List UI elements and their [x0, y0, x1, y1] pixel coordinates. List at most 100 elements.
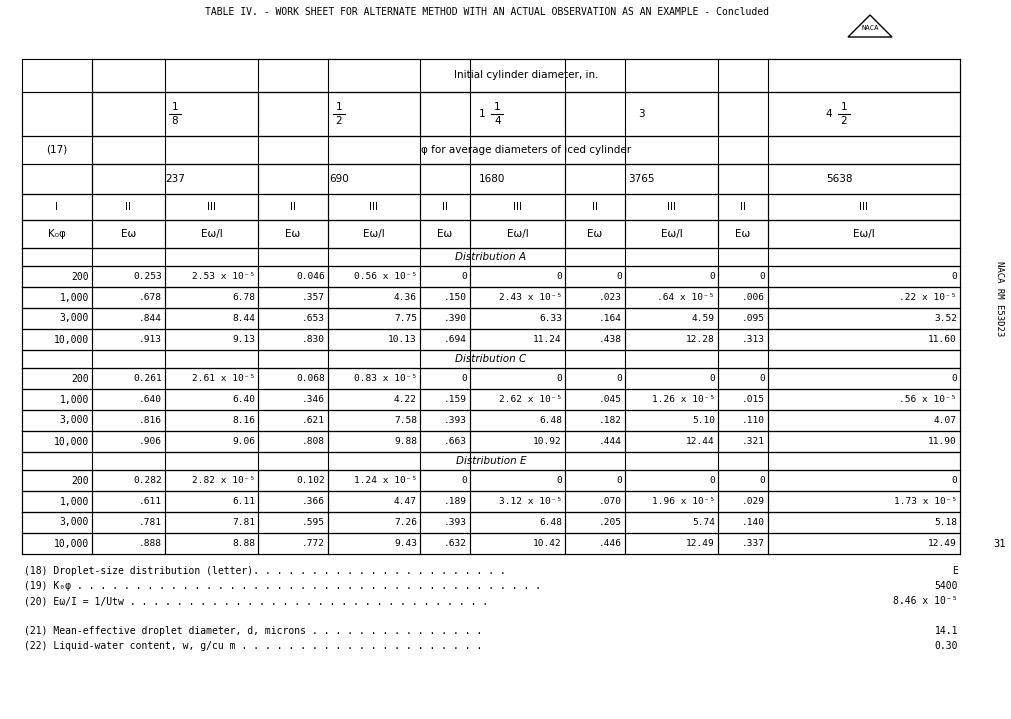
Text: 7.75: 7.75	[393, 314, 417, 323]
Text: 200: 200	[72, 373, 89, 383]
Text: 5.10: 5.10	[692, 416, 715, 425]
Text: 8.88: 8.88	[232, 539, 255, 548]
Text: 10.13: 10.13	[388, 335, 417, 344]
Text: 31: 31	[993, 539, 1005, 549]
Text: 9.88: 9.88	[393, 437, 417, 446]
Text: III: III	[369, 202, 378, 212]
Text: 0: 0	[461, 476, 466, 485]
Text: .023: .023	[599, 293, 622, 302]
Text: 0: 0	[950, 374, 956, 383]
Text: 4.22: 4.22	[393, 395, 417, 404]
Text: .906: .906	[139, 437, 162, 446]
Text: Distribution E: Distribution E	[455, 456, 526, 466]
Text: .830: .830	[301, 335, 325, 344]
Text: .045: .045	[599, 395, 622, 404]
Text: Eω: Eω	[285, 229, 300, 239]
Text: E: E	[951, 566, 957, 576]
Text: 10,000: 10,000	[54, 539, 89, 549]
Text: 1,000: 1,000	[60, 497, 89, 506]
Text: (19) K₀φ . . . . . . . . . . . . . . . . . . . . . . . . . . . . . . . . . . . .: (19) K₀φ . . . . . . . . . . . . . . . .…	[24, 581, 541, 591]
Text: (18) Droplet-size distribution (letter). . . . . . . . . . . . . . . . . . . . .: (18) Droplet-size distribution (letter).…	[24, 566, 506, 576]
Text: 12.28: 12.28	[685, 335, 715, 344]
Text: Eω: Eω	[120, 229, 136, 239]
Text: .663: .663	[444, 437, 466, 446]
Text: 9.06: 9.06	[232, 437, 255, 446]
Text: .357: .357	[301, 293, 325, 302]
Text: III: III	[858, 202, 867, 212]
Text: 6.48: 6.48	[539, 518, 561, 527]
Text: 4.36: 4.36	[393, 293, 417, 302]
Text: 5638: 5638	[825, 174, 851, 184]
Text: .150: .150	[444, 293, 466, 302]
Text: 2.53 x 10⁻⁵: 2.53 x 10⁻⁵	[191, 272, 255, 281]
Text: .393: .393	[444, 416, 466, 425]
Text: 0: 0	[556, 272, 561, 281]
Polygon shape	[92, 165, 958, 193]
Text: 0.56 x 10⁻⁵: 0.56 x 10⁻⁵	[354, 272, 417, 281]
Text: 7.26: 7.26	[393, 518, 417, 527]
Text: 1.96 x 10⁻⁵: 1.96 x 10⁻⁵	[651, 497, 715, 506]
Text: II: II	[290, 202, 295, 212]
Text: .313: .313	[741, 335, 764, 344]
Text: I: I	[56, 202, 59, 212]
Text: II: II	[739, 202, 745, 212]
Text: .182: .182	[599, 416, 622, 425]
Text: 2: 2	[840, 116, 846, 126]
Text: 2.43 x 10⁻⁵: 2.43 x 10⁻⁵	[498, 293, 561, 302]
Text: .390: .390	[444, 314, 466, 323]
Text: 14.1: 14.1	[933, 626, 957, 636]
Text: Eω: Eω	[437, 229, 452, 239]
Text: 2.82 x 10⁻⁵: 2.82 x 10⁻⁵	[191, 476, 255, 485]
Text: 8.46 x 10⁻⁵: 8.46 x 10⁻⁵	[893, 596, 957, 606]
Text: 0.261: 0.261	[133, 374, 162, 383]
Text: .205: .205	[599, 518, 622, 527]
Text: 6.33: 6.33	[539, 314, 561, 323]
Text: 0: 0	[709, 374, 715, 383]
Text: .438: .438	[599, 335, 622, 344]
Text: 8: 8	[172, 116, 178, 126]
Text: 0.068: 0.068	[296, 374, 325, 383]
Polygon shape	[92, 93, 958, 136]
Text: 4.59: 4.59	[692, 314, 715, 323]
Text: 12.49: 12.49	[685, 539, 715, 548]
Text: K₀φ: K₀φ	[48, 229, 66, 239]
Text: .595: .595	[301, 518, 325, 527]
Polygon shape	[22, 350, 958, 367]
Text: .337: .337	[741, 539, 764, 548]
Text: 0: 0	[758, 272, 764, 281]
Text: 0: 0	[556, 374, 561, 383]
Text: Eω/I: Eω/I	[363, 229, 384, 239]
Text: .070: .070	[599, 497, 622, 506]
Text: 0: 0	[709, 476, 715, 485]
Text: .346: .346	[301, 395, 325, 404]
Text: 10,000: 10,000	[54, 334, 89, 344]
Text: 9.43: 9.43	[393, 539, 417, 548]
Text: 0: 0	[556, 476, 561, 485]
Text: NACA: NACA	[860, 25, 878, 31]
Text: 0.102: 0.102	[296, 476, 325, 485]
Text: II: II	[125, 202, 131, 212]
Text: 5.74: 5.74	[692, 518, 715, 527]
Text: 8.16: 8.16	[232, 416, 255, 425]
Text: .393: .393	[444, 518, 466, 527]
Text: 2: 2	[336, 116, 342, 126]
Text: 0: 0	[950, 476, 956, 485]
Text: .621: .621	[301, 416, 325, 425]
Text: .140: .140	[741, 518, 764, 527]
Text: 0: 0	[616, 374, 622, 383]
Polygon shape	[92, 60, 958, 91]
Text: 12.44: 12.44	[685, 437, 715, 446]
Text: III: III	[207, 202, 215, 212]
Text: .444: .444	[599, 437, 622, 446]
Text: 3.52: 3.52	[933, 314, 956, 323]
Text: .095: .095	[741, 314, 764, 323]
Text: 1,000: 1,000	[60, 395, 89, 405]
Text: .110: .110	[741, 416, 764, 425]
Text: 8.44: 8.44	[232, 314, 255, 323]
Polygon shape	[92, 137, 958, 164]
Polygon shape	[22, 194, 958, 219]
Text: Initial cylinder diameter, in.: Initial cylinder diameter, in.	[453, 70, 598, 81]
Text: 2.61 x 10⁻⁵: 2.61 x 10⁻⁵	[191, 374, 255, 383]
Text: Eω/I: Eω/I	[507, 229, 528, 239]
Polygon shape	[22, 452, 958, 470]
